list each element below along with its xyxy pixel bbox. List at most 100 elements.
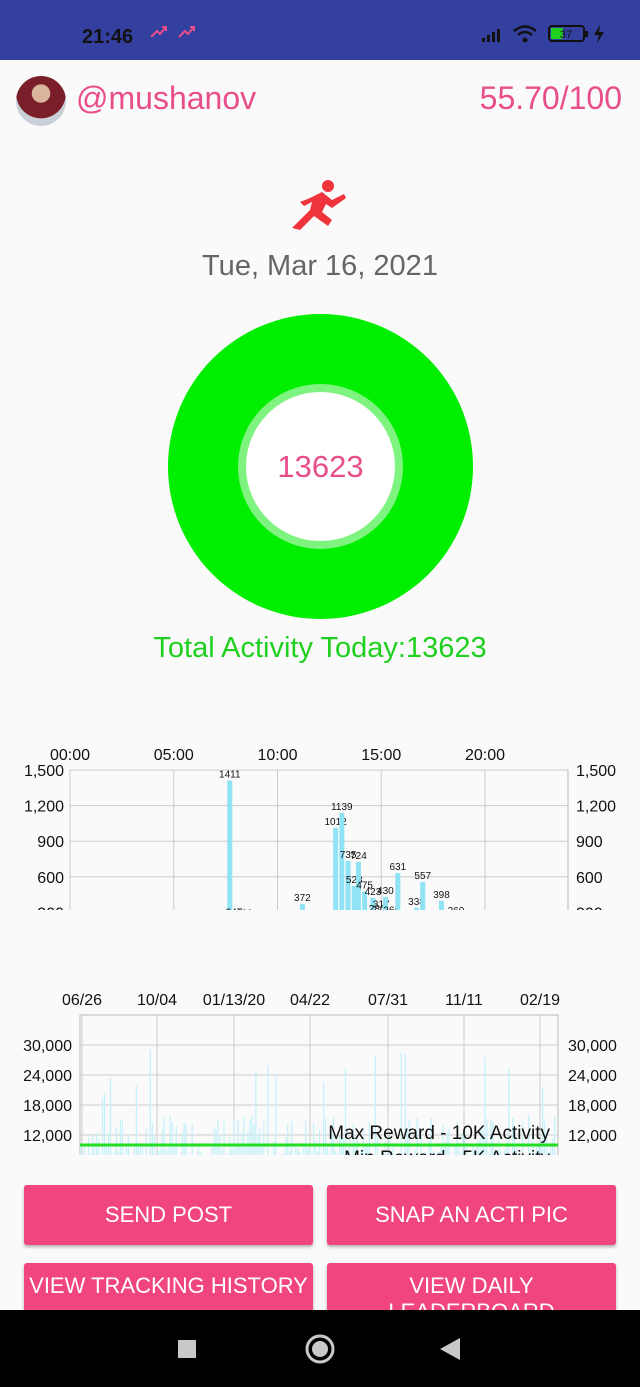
- history-x-tick: 11/11: [445, 992, 483, 1009]
- history-bar: [476, 1142, 478, 1155]
- battery-level: 37: [560, 29, 572, 41]
- history-bar: [223, 1121, 225, 1155]
- snap-acti-pic-button[interactable]: SNAP AN ACTI PIC: [327, 1185, 616, 1245]
- history-bar: [514, 1130, 516, 1155]
- history-bar: [151, 1122, 153, 1155]
- history-bar: [462, 1131, 464, 1155]
- day-y-tick-left: 300: [37, 905, 64, 910]
- history-bar: [115, 1127, 118, 1155]
- history-bar: [348, 1139, 351, 1155]
- history-bar: [436, 1151, 438, 1155]
- history-bar: [275, 1074, 277, 1155]
- history-bar: [157, 1150, 159, 1155]
- history-bar: [181, 1131, 183, 1155]
- history-bar: [324, 1117, 327, 1155]
- history-bar: [508, 1067, 510, 1155]
- history-bar: [322, 1082, 325, 1155]
- view-tracking-history-button[interactable]: VIEW TRACKING HISTORY: [24, 1263, 313, 1310]
- back-icon[interactable]: [438, 1336, 462, 1362]
- username: @mushanov: [76, 80, 257, 116]
- signal-icon: [482, 29, 500, 42]
- history-bar: [259, 1128, 261, 1155]
- history-bar: [344, 1068, 347, 1155]
- history-bar: [448, 1129, 450, 1155]
- history-bar: [227, 1153, 229, 1155]
- send-post-button[interactable]: SEND POST: [24, 1185, 313, 1245]
- home-icon[interactable]: [303, 1332, 337, 1366]
- history-bar: [103, 1093, 106, 1155]
- history-bar: [470, 1154, 472, 1155]
- history-bar: [384, 1141, 386, 1155]
- activity-day-chart: 003003006006009009001,2001,2001,5001,500…: [24, 747, 616, 910]
- history-bar: [472, 1145, 474, 1155]
- history-bar: [201, 1153, 203, 1155]
- recents-icon[interactable]: [176, 1338, 198, 1360]
- history-bar: [330, 1130, 333, 1155]
- day-chart-frame: [69, 769, 569, 910]
- history-bar: [141, 1145, 143, 1155]
- history-bar: [247, 1131, 249, 1155]
- history-bar: [542, 1086, 544, 1155]
- day-y-tick-left: 1,500: [24, 763, 64, 780]
- history-bar: [440, 1147, 442, 1155]
- day-y-tick-right: 1,200: [576, 799, 616, 816]
- history-bar: [233, 1120, 235, 1155]
- history-x-tick: 10/04: [137, 992, 177, 1009]
- history-bar: [364, 1145, 367, 1155]
- history-reference-label: Max Reward - 10K Activity: [328, 1123, 550, 1144]
- history-bar: [528, 1115, 530, 1155]
- history-bar: [490, 1120, 492, 1155]
- app-content: @mushanov 55.70/100 Tue, Mar 16, 2021 13…: [0, 60, 640, 1310]
- view-daily-leaderboard-button[interactable]: VIEW DAILY LEADERBOARD: [327, 1263, 616, 1310]
- day-bar-label: 239: [236, 909, 253, 910]
- day-bar-label: 1139: [331, 802, 353, 813]
- day-bar: [351, 885, 357, 910]
- history-bar: [432, 1150, 434, 1155]
- day-x-tick: 15:00: [361, 747, 401, 764]
- history-bar: [404, 1054, 406, 1155]
- day-bar-label: 247: [226, 908, 243, 910]
- history-bar: [340, 1131, 343, 1155]
- avatar[interactable]: [16, 76, 66, 126]
- history-bar: [550, 1142, 552, 1155]
- history-bar: [498, 1138, 500, 1155]
- history-reference-label: Min Reward - 5K Activity: [344, 1148, 550, 1155]
- history-bar: [287, 1124, 289, 1155]
- history-bar: [289, 1151, 291, 1155]
- history-bar: [251, 1115, 253, 1155]
- history-bar: [149, 1049, 151, 1155]
- history-bar: [249, 1119, 251, 1155]
- history-bar: [398, 1153, 400, 1155]
- history-x-tick: 04/22: [290, 992, 330, 1009]
- day-bar: [370, 897, 376, 910]
- day-bar-label: 430: [377, 886, 394, 897]
- history-bar: [516, 1148, 518, 1155]
- history-bar: [303, 1144, 305, 1155]
- history-bar: [185, 1124, 187, 1155]
- day-y-tick-left: 900: [37, 834, 64, 851]
- history-bar: [211, 1147, 213, 1155]
- history-bar: [221, 1150, 223, 1155]
- history-bar: [354, 1140, 357, 1155]
- day-bar-label: 735: [340, 850, 357, 861]
- history-bar: [231, 1149, 233, 1155]
- history-bar: [466, 1145, 468, 1155]
- history-bar: [253, 1124, 255, 1155]
- day-bar-label: 523: [346, 875, 363, 886]
- history-bar: [213, 1128, 215, 1155]
- run-notification-icon-2: [178, 26, 195, 38]
- history-bar: [346, 1151, 349, 1155]
- history-bar: [406, 1128, 408, 1155]
- history-bar: [420, 1131, 422, 1155]
- history-bar: [438, 1151, 440, 1155]
- history-bar: [145, 1129, 147, 1155]
- history-bar: [428, 1140, 430, 1155]
- day-bar: [345, 860, 351, 910]
- wifi-icon: [513, 25, 537, 43]
- history-bar: [125, 1147, 128, 1155]
- history-x-tick: 06/26: [62, 992, 102, 1009]
- history-bar: [326, 1147, 329, 1155]
- day-x-tick: 10:00: [257, 747, 297, 764]
- day-bar-label: 260: [448, 906, 465, 910]
- history-bar: [243, 1116, 245, 1155]
